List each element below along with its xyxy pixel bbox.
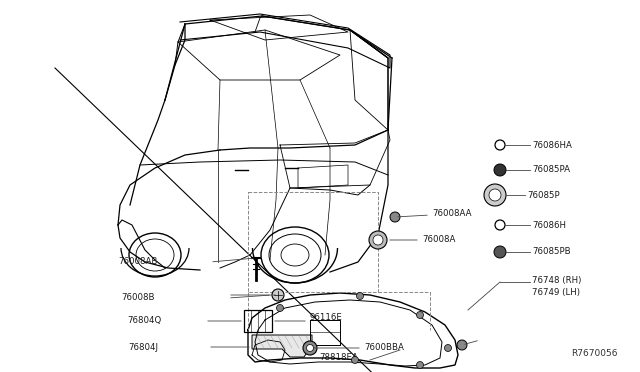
Circle shape — [417, 311, 424, 318]
Circle shape — [272, 289, 284, 301]
Text: 76749 (LH): 76749 (LH) — [532, 288, 580, 296]
Circle shape — [445, 344, 451, 352]
Text: 76008B: 76008B — [122, 294, 155, 302]
Circle shape — [356, 292, 364, 299]
Text: 7600BBA: 7600BBA — [364, 343, 404, 353]
Circle shape — [276, 305, 284, 311]
Text: 76085PA: 76085PA — [532, 166, 570, 174]
Text: 76086HA: 76086HA — [532, 141, 572, 150]
Circle shape — [307, 344, 314, 352]
Circle shape — [494, 164, 506, 176]
Text: 76748 (RH): 76748 (RH) — [532, 276, 581, 285]
Circle shape — [369, 231, 387, 249]
Circle shape — [457, 340, 467, 350]
Text: 76008AA: 76008AA — [432, 209, 472, 218]
Circle shape — [351, 356, 358, 363]
Circle shape — [484, 184, 506, 206]
Text: 76085P: 76085P — [527, 190, 559, 199]
Text: 76008A: 76008A — [422, 235, 456, 244]
Text: 76086H: 76086H — [532, 221, 566, 230]
Text: 76804Q: 76804Q — [128, 317, 162, 326]
Text: 78818EA: 78818EA — [319, 353, 358, 362]
Circle shape — [303, 341, 317, 355]
Text: R7670056: R7670056 — [572, 349, 618, 358]
Text: 76085PB: 76085PB — [532, 247, 571, 257]
Circle shape — [390, 212, 400, 222]
Text: 76804J: 76804J — [128, 343, 158, 352]
Circle shape — [489, 189, 501, 201]
Text: 96116E: 96116E — [310, 312, 343, 321]
Circle shape — [494, 246, 506, 258]
Polygon shape — [252, 335, 312, 357]
Circle shape — [417, 362, 424, 369]
Text: 76008AB: 76008AB — [118, 257, 158, 266]
Circle shape — [373, 235, 383, 245]
Bar — [244, 310, 272, 332]
